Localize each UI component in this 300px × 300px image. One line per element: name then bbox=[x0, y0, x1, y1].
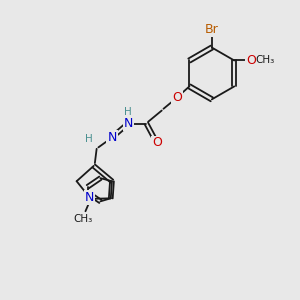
Text: N: N bbox=[107, 131, 117, 144]
Text: O: O bbox=[172, 91, 182, 104]
Text: H: H bbox=[85, 134, 92, 144]
Text: O: O bbox=[152, 136, 162, 149]
Text: N: N bbox=[124, 117, 133, 130]
Text: O: O bbox=[246, 54, 256, 67]
Text: Br: Br bbox=[205, 23, 219, 36]
Text: CH₃: CH₃ bbox=[73, 214, 92, 224]
Text: N: N bbox=[85, 191, 94, 204]
Text: H: H bbox=[124, 107, 132, 117]
Text: CH₃: CH₃ bbox=[255, 56, 274, 65]
